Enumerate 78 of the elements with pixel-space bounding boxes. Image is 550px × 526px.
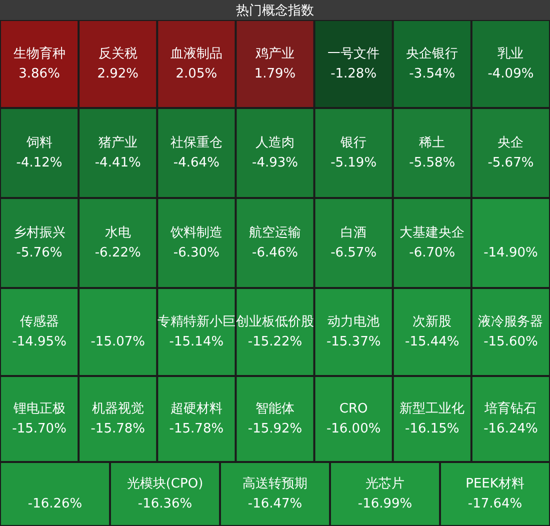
data-label: -16.47% — [248, 496, 302, 512]
category-label: 航空运输 — [249, 225, 301, 240]
category-label: 培育钻石 — [484, 400, 537, 416]
category-label: 智能体 — [256, 401, 294, 416]
data-label: -6.46% — [252, 245, 298, 260]
text: 热门概念指数 — [236, 2, 314, 18]
category-label: 次新股 — [412, 314, 452, 330]
data-label: -4.09% — [488, 66, 534, 82]
data-label: -4.93% — [252, 155, 298, 170]
data-label: -14.90% — [484, 245, 538, 260]
data-label: -15.07% — [90, 334, 145, 350]
data-label: -16.36% — [138, 496, 192, 512]
data-label: -3.54% — [409, 66, 456, 82]
data-label: 1.79% — [254, 66, 296, 82]
data-label: -14.95% — [12, 334, 66, 350]
category-label: 稀土 — [419, 135, 446, 150]
category-label: 血液制品 — [170, 46, 222, 62]
category-label: 白酒 — [340, 225, 367, 240]
data-label: -16.26% — [28, 496, 82, 512]
category-label: 反关税 — [98, 46, 138, 62]
data-label: -16.15% — [405, 421, 460, 436]
data-label: -15.14% — [169, 334, 224, 350]
category-label: 生物育种 — [13, 45, 66, 62]
category-label: 动力电池 — [328, 314, 380, 330]
data-label: -5.19% — [330, 155, 377, 170]
data-label: -15.70% — [12, 421, 66, 436]
category-label: 大基建央企 — [400, 225, 465, 240]
data-label: -5.67% — [488, 155, 534, 170]
category-label: 乳业 — [498, 46, 524, 62]
category-label: 传感器 — [20, 314, 59, 330]
category-label: 光模块(CPO) — [126, 476, 204, 492]
data-label: -1.28% — [330, 66, 377, 82]
data-label: -17.64% — [468, 496, 522, 512]
data-label: -4.64% — [173, 155, 220, 170]
category-label: 饮料制造 — [169, 225, 222, 240]
category-label: 社保重仓 — [170, 135, 222, 150]
category-label: 超硬材料 — [170, 401, 222, 416]
category-label: 光芯片 — [366, 476, 404, 492]
category-label: 液冷服务器 — [478, 314, 544, 330]
category-label: 锂电正极 — [12, 401, 66, 416]
data-label: -6.22% — [94, 245, 141, 260]
category-label: 猪产业 — [98, 135, 138, 150]
category-label: 央企银行 — [406, 46, 458, 62]
data-label: -4.12% — [16, 155, 62, 170]
data-label: 2.92% — [97, 66, 139, 82]
category-label: 人造肉 — [256, 135, 294, 150]
data-label: -16.99% — [358, 496, 412, 512]
data-label: 3.86% — [18, 66, 60, 82]
data-label: -6.30% — [173, 245, 220, 260]
category-label: 一号文件 — [328, 46, 380, 62]
category-label: 水电 — [104, 225, 131, 240]
category-label: PEEK材料 — [466, 476, 524, 492]
data-label: -16.24% — [484, 421, 538, 436]
data-label: -5.58% — [409, 155, 456, 170]
category-label: 创业板低价股 — [236, 314, 314, 330]
category-label: 机器视觉 — [92, 401, 144, 416]
category-label: 银行 — [340, 135, 367, 150]
data-label: -15.92% — [248, 421, 302, 436]
data-label: -15.22% — [248, 334, 302, 350]
data-label: 2.05% — [176, 66, 218, 82]
data-label: -6.57% — [330, 245, 377, 260]
category-label: 鸡产业 — [254, 46, 294, 62]
category-label: 专精特新小巨 — [157, 314, 236, 330]
category-label: 饲料 — [25, 135, 52, 150]
data-label: -4.41% — [94, 155, 141, 170]
category-label: 乡村振兴 — [13, 225, 66, 240]
category-label: CRO — [339, 401, 368, 416]
category-label: 央企 — [498, 135, 524, 150]
data-label: -15.60% — [484, 334, 538, 350]
data-label: -15.37% — [326, 334, 381, 350]
data-label: -5.76% — [16, 245, 62, 260]
category-label: 新型工业化 — [400, 401, 465, 416]
data-label: -15.78% — [169, 421, 224, 436]
data-label: -15.78% — [90, 421, 145, 436]
data-label: -15.44% — [405, 334, 460, 350]
data-label: -16.00% — [326, 421, 381, 436]
data-label: -6.70% — [409, 245, 456, 260]
category-label: 高送转预期 — [242, 475, 308, 492]
